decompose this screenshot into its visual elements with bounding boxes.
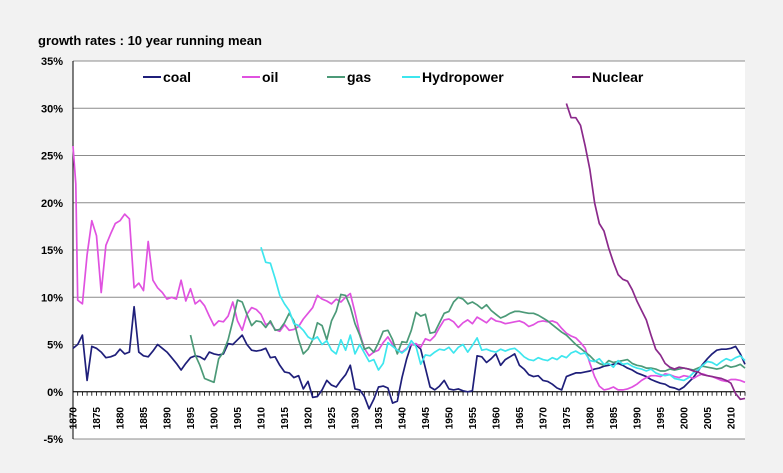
x-tick-label: 1970 bbox=[538, 407, 549, 430]
series-line-hydropower bbox=[260, 246, 746, 382]
series-line-coal bbox=[72, 305, 746, 410]
x-tick-label: 1975 bbox=[562, 407, 573, 430]
legend-label-gas: gas bbox=[347, 69, 371, 85]
y-tick-label: 30% bbox=[41, 103, 63, 115]
x-tick-label: 2000 bbox=[679, 407, 690, 430]
y-tick-label: 10% bbox=[41, 292, 63, 304]
x-tick-label: 1990 bbox=[632, 407, 643, 430]
legend: coal oil gas Hydropower Nuclear bbox=[143, 69, 644, 85]
x-tick-label: 2005 bbox=[703, 407, 714, 430]
x-tick-label: 1905 bbox=[233, 407, 244, 430]
x-axis-ticks: 1870 1875 1880 1885 1890 1895 1900 1905 1910 1915… bbox=[69, 407, 738, 430]
x-tick-label: 1890 bbox=[162, 407, 173, 430]
legend-label-coal: coal bbox=[163, 69, 191, 85]
x-tick-label: 1940 bbox=[397, 407, 408, 430]
x-tick-label: 2010 bbox=[726, 407, 737, 430]
y-tick-label: 35% bbox=[41, 56, 63, 68]
axes bbox=[72, 61, 746, 439]
x-tick-label: 1995 bbox=[656, 407, 667, 430]
y-tick-label: 5% bbox=[47, 340, 63, 352]
x-tick-label: 1965 bbox=[515, 407, 526, 430]
data-series bbox=[72, 103, 746, 410]
series-line-gas bbox=[189, 293, 746, 384]
x-tick-label: 1950 bbox=[444, 407, 455, 430]
x-tick-label: 1895 bbox=[186, 407, 197, 430]
legend-label-hydropower: Hydropower bbox=[422, 69, 504, 85]
y-tick-label: 20% bbox=[41, 198, 63, 210]
x-tick-label: 1875 bbox=[92, 407, 103, 430]
legend-label-oil: oil bbox=[262, 69, 278, 85]
x-tick-label: 1920 bbox=[303, 407, 314, 430]
x-tick-label: 1930 bbox=[350, 407, 361, 430]
x-tick-label: 1935 bbox=[374, 407, 385, 430]
y-tick-label: 0% bbox=[47, 387, 63, 399]
y-tick-label: 15% bbox=[41, 245, 63, 257]
y-tick-label: 25% bbox=[41, 151, 63, 163]
y-tick-label: -5% bbox=[43, 434, 63, 446]
x-tick-label: 1925 bbox=[327, 407, 338, 430]
x-tick-label: 1900 bbox=[209, 407, 220, 430]
y-axis-ticks: -5% 0% 5% 10% 15% 20% 25% 30% 35% bbox=[41, 56, 63, 446]
x-tick-label: 1915 bbox=[280, 407, 291, 430]
x-tick-label: 1885 bbox=[139, 407, 150, 430]
x-tick-label: 1985 bbox=[609, 407, 620, 430]
x-tick-label: 1980 bbox=[585, 407, 596, 430]
legend-label-nuclear: Nuclear bbox=[592, 69, 644, 85]
series-line-nuclear bbox=[565, 103, 746, 401]
x-tick-label: 1960 bbox=[491, 407, 502, 430]
x-tick-label: 1955 bbox=[468, 407, 479, 430]
x-tick-label: 1870 bbox=[69, 407, 80, 430]
chart-title: growth rates : 10 year running mean bbox=[38, 33, 262, 48]
x-tick-label: 1910 bbox=[256, 407, 267, 430]
x-tick-label: 1880 bbox=[115, 407, 126, 430]
x-tick-label: 1945 bbox=[421, 407, 432, 430]
